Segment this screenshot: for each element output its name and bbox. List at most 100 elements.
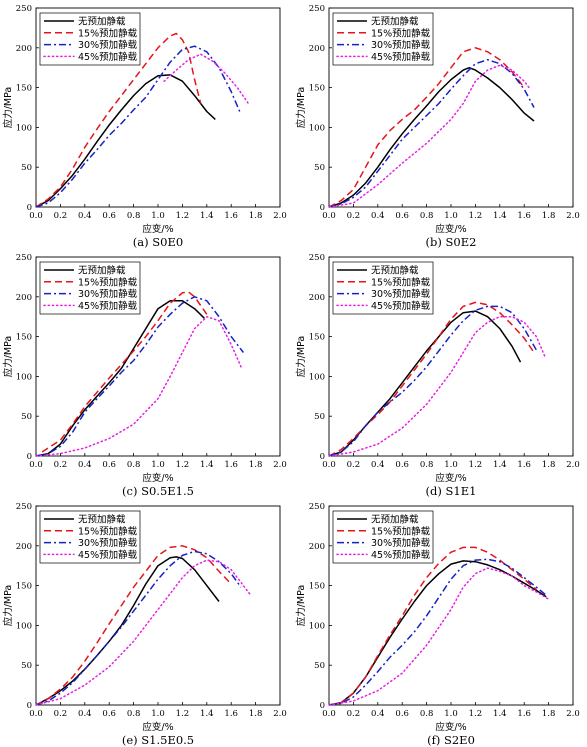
x-tick-label: 1.2	[469, 709, 483, 719]
series-line-2	[41, 291, 208, 453]
x-tick-label: 1.0	[151, 709, 165, 719]
x-tick-label: 0.0	[322, 709, 336, 719]
legend-label: 无预加静载	[78, 16, 126, 28]
x-tick-label: 0.4	[78, 211, 92, 221]
x-tick-label: 1.4	[200, 211, 214, 221]
x-tick-label: 0.6	[395, 211, 409, 221]
y-tick-label: 250	[16, 4, 32, 14]
series-line-2	[328, 301, 535, 457]
legend-label: 15%预加静载	[78, 276, 138, 288]
legend-label: 30%预加静载	[371, 537, 431, 549]
legend-label: 45%预加静载	[78, 549, 138, 561]
legend-label: 45%预加静载	[78, 51, 138, 63]
y-tick-label: 100	[16, 372, 32, 382]
series-line-2	[35, 545, 232, 706]
chart-panel-1: 0.0 0.2 0.4 0.6 0.8 1.0 1.2 1.4 1.6 1.8 2.0 0 50 100 1…	[2, 4, 287, 249]
series-line-1	[35, 74, 216, 208]
panel-caption: (d) S1E1	[426, 484, 477, 498]
x-tick-label: 1.4	[200, 460, 214, 470]
y-tick-label: 250	[309, 253, 325, 263]
x-tick-label: 1.0	[444, 709, 458, 719]
x-tick-label: 1.0	[444, 211, 458, 221]
y-tick-label: 200	[309, 542, 325, 552]
y-axis-label: 应力/MPa	[2, 336, 14, 378]
x-axis-label: 应变/%	[142, 223, 173, 235]
x-tick-label: 0.4	[371, 709, 385, 719]
series-line-4	[328, 64, 532, 208]
x-tick-label: 0.6	[102, 211, 116, 221]
x-tick-label: 1.4	[493, 709, 507, 719]
x-tick-label: 1.4	[493, 460, 507, 470]
legend-label: 无预加静载	[371, 16, 419, 28]
legend-label: 45%预加静载	[371, 51, 431, 63]
panel-caption: (a) S0E0	[133, 235, 183, 249]
legend-label: 无预加静载	[78, 265, 126, 277]
x-tick-label: 0.6	[395, 709, 409, 719]
legend-label: 15%预加静载	[78, 27, 138, 39]
x-tick-label: 1.0	[151, 460, 165, 470]
legend-label: 15%预加静载	[371, 525, 431, 537]
y-tick-label: 100	[16, 621, 32, 631]
x-axis-label: 应变/%	[142, 721, 173, 733]
x-tick-label: 1.4	[200, 709, 214, 719]
panel-caption: (f) S2E0	[427, 733, 475, 747]
legend-label: 30%预加静载	[78, 537, 138, 549]
x-tick-label: 0.6	[395, 460, 409, 470]
legend-label: 30%预加静载	[78, 288, 138, 300]
y-tick-label: 0	[27, 203, 32, 213]
x-tick-label: 0.2	[54, 211, 68, 221]
x-tick-label: 1.2	[469, 211, 483, 221]
y-tick-label: 50	[314, 163, 325, 173]
legend-label: 45%预加静载	[78, 300, 138, 312]
y-axis-label: 应力/MPa	[295, 336, 307, 378]
x-tick-label: 1.8	[542, 211, 556, 221]
y-tick-label: 0	[27, 452, 32, 462]
x-tick-label: 0.2	[54, 709, 68, 719]
series-line-1	[328, 66, 535, 208]
legend-label: 30%预加静载	[371, 39, 431, 51]
x-tick-label: 1.4	[493, 211, 507, 221]
x-tick-label: 1.8	[249, 709, 263, 719]
x-tick-label: 1.8	[249, 211, 263, 221]
y-tick-label: 250	[16, 253, 32, 263]
x-tick-label: 0.8	[420, 211, 434, 221]
y-tick-label: 200	[309, 44, 325, 54]
chart-panel-5: 0.0 0.2 0.4 0.6 0.8 1.0 1.2 1.4 1.6 1.8 2.0 0 50 100 1…	[2, 502, 287, 747]
x-tick-label: 1.6	[224, 460, 238, 470]
x-tick-label: 2.0	[273, 460, 287, 470]
y-tick-label: 100	[309, 372, 325, 382]
y-tick-label: 150	[16, 582, 32, 592]
series-line-4	[328, 315, 546, 457]
x-tick-label: 1.6	[224, 211, 238, 221]
series-line-1	[328, 560, 547, 706]
x-axis-label: 应变/%	[435, 721, 466, 733]
x-tick-label: 0.8	[420, 709, 434, 719]
y-tick-label: 150	[309, 333, 325, 343]
series-line-4	[163, 53, 251, 106]
series-line-3	[35, 45, 241, 208]
x-tick-label: 0.2	[54, 460, 68, 470]
series-line-3	[35, 550, 242, 706]
x-tick-label: 2.0	[566, 211, 580, 221]
legend-label: 30%预加静载	[78, 39, 138, 51]
legend-label: 无预加静载	[371, 514, 419, 526]
x-tick-label: 0.8	[420, 460, 434, 470]
y-tick-label: 100	[16, 123, 32, 133]
y-tick-label: 200	[309, 293, 325, 303]
chart-panel-4: 0.0 0.2 0.4 0.6 0.8 1.0 1.2 1.4 1.6 1.8 2.0 0 50 100 1…	[295, 253, 580, 498]
series-line-2	[328, 546, 537, 706]
series-line-2	[328, 47, 525, 208]
x-tick-label: 0.2	[347, 211, 361, 221]
x-tick-label: 0.4	[78, 460, 92, 470]
y-tick-label: 250	[16, 502, 32, 512]
y-tick-label: 0	[320, 701, 325, 711]
legend-label: 30%预加静载	[371, 288, 431, 300]
x-tick-label: 1.8	[542, 460, 556, 470]
x-tick-label: 1.8	[542, 709, 556, 719]
x-tick-label: 1.6	[517, 211, 531, 221]
x-tick-label: 1.2	[469, 460, 483, 470]
x-tick-label: 0.8	[127, 709, 141, 719]
x-tick-label: 1.6	[224, 709, 238, 719]
y-tick-label: 50	[21, 163, 32, 173]
